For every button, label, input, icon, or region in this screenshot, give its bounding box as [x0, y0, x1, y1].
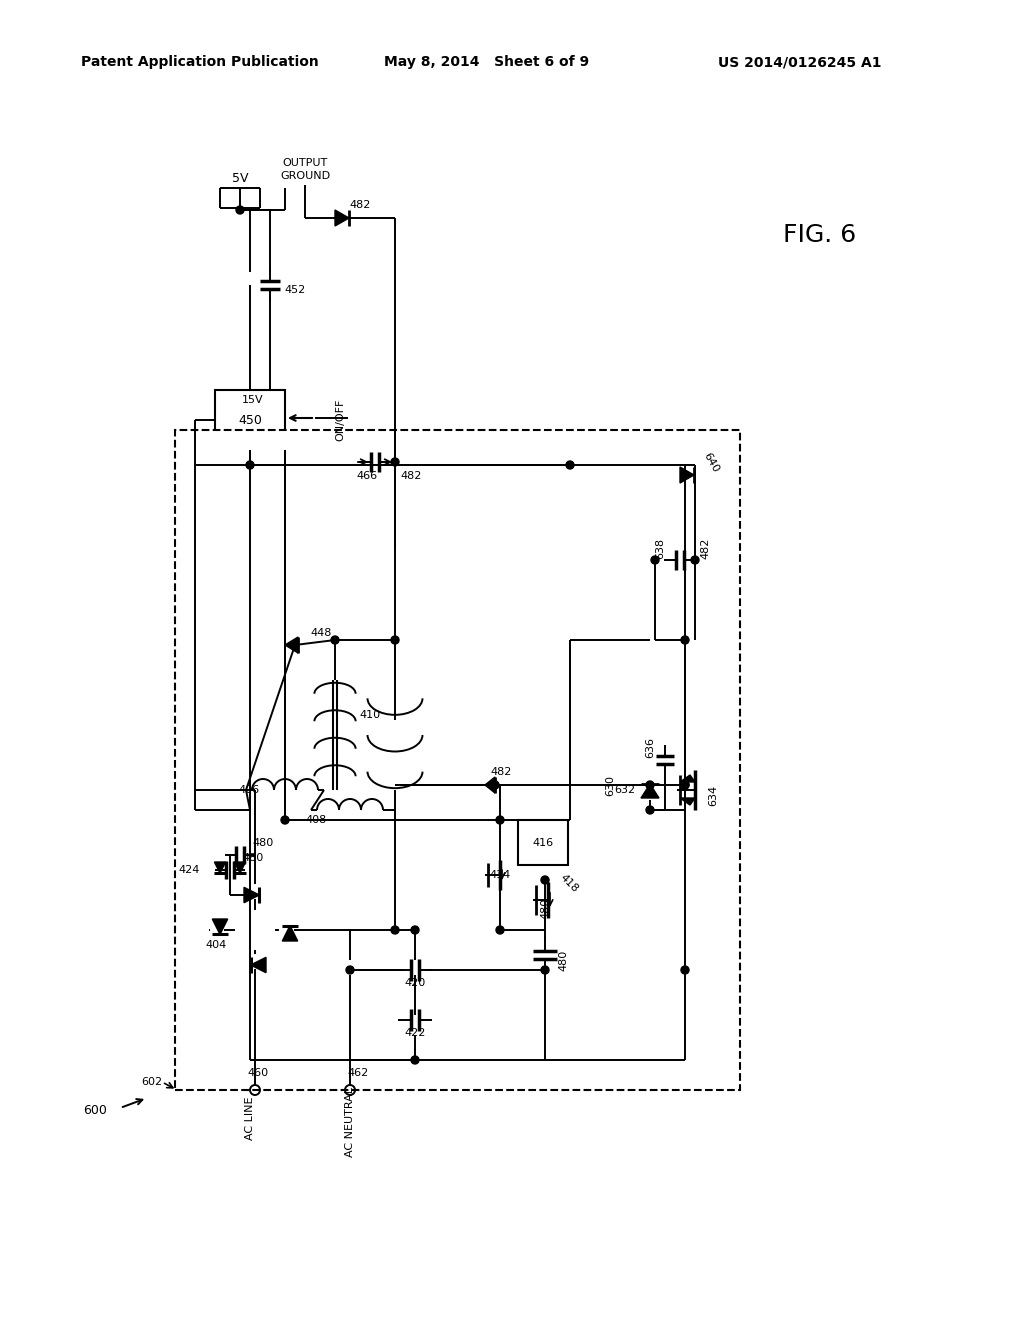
Circle shape: [681, 636, 689, 644]
Circle shape: [541, 966, 549, 974]
Text: OUTPUT: OUTPUT: [283, 158, 328, 168]
Text: 450: 450: [238, 413, 262, 426]
Text: 482: 482: [349, 201, 371, 210]
Polygon shape: [251, 957, 266, 973]
Polygon shape: [680, 467, 694, 483]
Text: 632: 632: [613, 785, 635, 795]
Text: 416: 416: [532, 838, 554, 847]
Circle shape: [391, 636, 399, 644]
Polygon shape: [212, 919, 227, 935]
Circle shape: [236, 206, 244, 214]
Text: GROUND: GROUND: [280, 172, 330, 181]
Text: ON/OFF: ON/OFF: [335, 399, 345, 441]
Text: 640: 640: [702, 451, 721, 475]
Circle shape: [681, 966, 689, 974]
Text: 634: 634: [708, 784, 718, 805]
Text: US 2014/0126245 A1: US 2014/0126245 A1: [718, 55, 882, 69]
Text: 406: 406: [239, 785, 260, 795]
Polygon shape: [485, 777, 495, 793]
Text: 466: 466: [356, 471, 377, 480]
Circle shape: [496, 816, 504, 824]
Polygon shape: [285, 638, 298, 653]
Polygon shape: [335, 210, 349, 226]
Text: 480: 480: [252, 838, 273, 847]
Text: 460: 460: [248, 1068, 268, 1078]
Text: 404: 404: [205, 940, 226, 950]
Bar: [175, 430, 740, 1090]
Text: 5V: 5V: [231, 172, 248, 185]
Circle shape: [646, 781, 654, 789]
Circle shape: [496, 927, 504, 935]
Text: 420: 420: [404, 978, 426, 987]
Circle shape: [651, 556, 659, 564]
Circle shape: [411, 927, 419, 935]
Circle shape: [331, 636, 339, 644]
Text: 424: 424: [178, 865, 200, 875]
Polygon shape: [214, 862, 225, 874]
Circle shape: [411, 1056, 419, 1064]
Circle shape: [691, 556, 699, 564]
Polygon shape: [283, 925, 298, 941]
Polygon shape: [680, 775, 695, 781]
Circle shape: [391, 927, 399, 935]
Bar: [215, 389, 285, 450]
Text: 418: 418: [558, 873, 581, 894]
Text: 410: 410: [359, 710, 381, 719]
Text: 462: 462: [347, 1068, 369, 1078]
Text: 15V: 15V: [243, 395, 264, 405]
Circle shape: [566, 461, 574, 469]
Text: 480: 480: [242, 853, 263, 863]
Text: AC LINE: AC LINE: [245, 1096, 255, 1139]
Text: 482: 482: [400, 471, 421, 480]
Polygon shape: [244, 887, 259, 903]
Circle shape: [391, 458, 399, 466]
Text: FIG. 6: FIG. 6: [783, 223, 857, 247]
Bar: [518, 820, 568, 865]
Circle shape: [681, 781, 689, 789]
Circle shape: [681, 781, 689, 789]
Text: 630: 630: [605, 775, 615, 796]
Text: AC NEUTRAL: AC NEUTRAL: [345, 1086, 355, 1158]
Text: Patent Application Publication: Patent Application Publication: [81, 55, 318, 69]
Polygon shape: [234, 862, 246, 874]
Text: 414: 414: [489, 870, 511, 880]
Text: 408: 408: [305, 814, 327, 825]
Circle shape: [346, 966, 354, 974]
Text: 638: 638: [655, 537, 665, 558]
Text: 480: 480: [558, 949, 568, 970]
Text: 602: 602: [141, 1077, 162, 1086]
Text: 452: 452: [284, 285, 305, 294]
Circle shape: [541, 876, 549, 884]
Text: May 8, 2014   Sheet 6 of 9: May 8, 2014 Sheet 6 of 9: [384, 55, 590, 69]
Circle shape: [646, 807, 654, 814]
Circle shape: [490, 781, 499, 789]
Circle shape: [246, 461, 254, 469]
Text: 448: 448: [310, 628, 332, 638]
Polygon shape: [680, 799, 695, 805]
Text: 482: 482: [490, 767, 511, 777]
Text: 600: 600: [83, 1104, 106, 1117]
Text: 480: 480: [540, 898, 550, 919]
Text: 482: 482: [700, 537, 710, 558]
Polygon shape: [641, 784, 659, 799]
Circle shape: [281, 816, 289, 824]
Text: 422: 422: [404, 1028, 426, 1038]
Text: 636: 636: [645, 738, 655, 759]
